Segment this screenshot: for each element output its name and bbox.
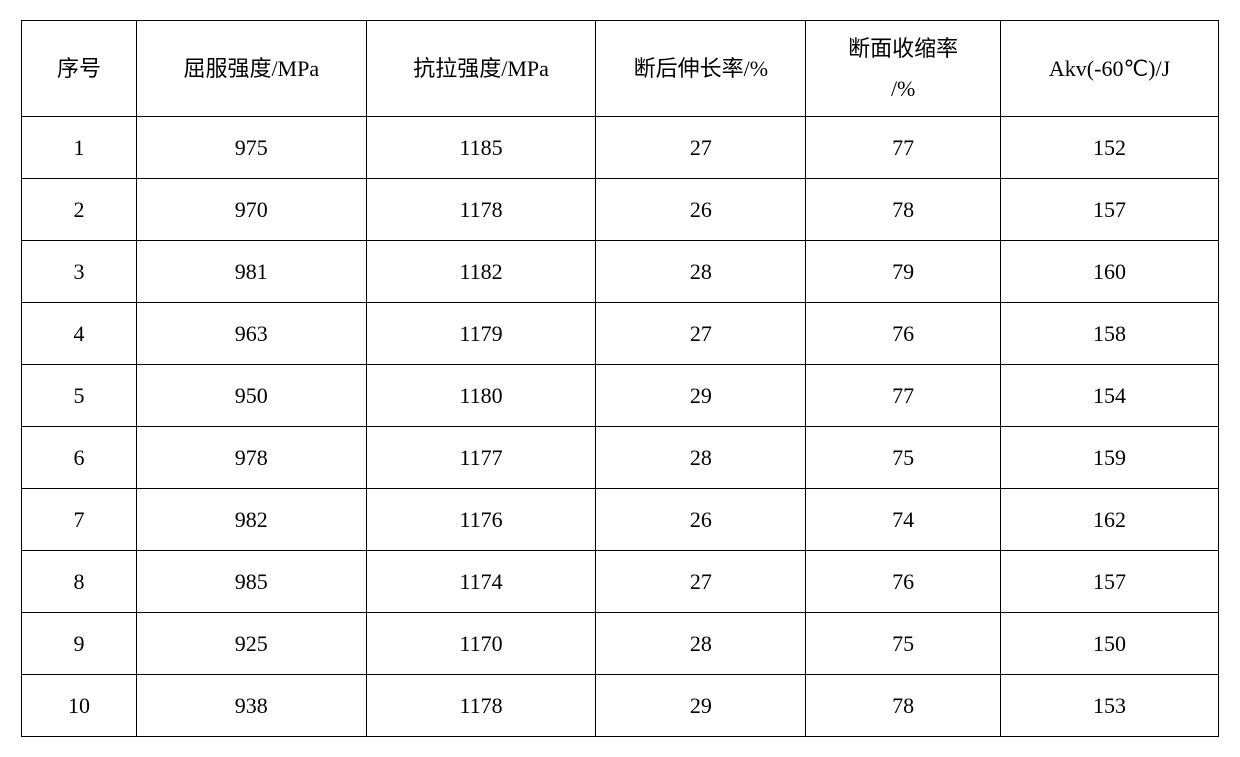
table-row: 3 981 1182 28 79 160	[22, 241, 1219, 303]
cell: 79	[806, 241, 1001, 303]
cell: 1179	[366, 303, 596, 365]
cell: 975	[136, 117, 366, 179]
cell: 10	[22, 675, 137, 737]
cell: 1178	[366, 179, 596, 241]
cell: 78	[806, 179, 1001, 241]
cell: 985	[136, 551, 366, 613]
cell: 150	[1001, 613, 1219, 675]
cell: 26	[596, 489, 806, 551]
table-row: 8 985 1174 27 76 157	[22, 551, 1219, 613]
table-row: 4 963 1179 27 76 158	[22, 303, 1219, 365]
header-cell-elongation: 断后伸长率/%	[596, 21, 806, 117]
data-table: 序号 屈服强度/MPa 抗拉强度/MPa 断后伸长率/% 断面收缩率/% Akv…	[21, 20, 1219, 737]
cell: 1177	[366, 427, 596, 489]
cell: 76	[806, 303, 1001, 365]
cell: 1170	[366, 613, 596, 675]
cell: 938	[136, 675, 366, 737]
table-row: 2 970 1178 26 78 157	[22, 179, 1219, 241]
cell: 29	[596, 675, 806, 737]
cell: 1182	[366, 241, 596, 303]
cell: 77	[806, 365, 1001, 427]
cell: 1185	[366, 117, 596, 179]
table-row: 10 938 1178 29 78 153	[22, 675, 1219, 737]
cell: 1	[22, 117, 137, 179]
cell: 158	[1001, 303, 1219, 365]
cell: 981	[136, 241, 366, 303]
cell: 5	[22, 365, 137, 427]
cell: 970	[136, 179, 366, 241]
table-row: 5 950 1180 29 77 154	[22, 365, 1219, 427]
cell: 950	[136, 365, 366, 427]
cell: 75	[806, 427, 1001, 489]
cell: 74	[806, 489, 1001, 551]
header-cell-reduction: 断面收缩率/%	[806, 21, 1001, 117]
table-row: 9 925 1170 28 75 150	[22, 613, 1219, 675]
table-row: 6 978 1177 28 75 159	[22, 427, 1219, 489]
cell: 162	[1001, 489, 1219, 551]
cell: 1176	[366, 489, 596, 551]
cell: 963	[136, 303, 366, 365]
cell: 28	[596, 241, 806, 303]
cell: 28	[596, 427, 806, 489]
cell: 77	[806, 117, 1001, 179]
cell: 2	[22, 179, 137, 241]
cell: 1174	[366, 551, 596, 613]
cell: 152	[1001, 117, 1219, 179]
cell: 1178	[366, 675, 596, 737]
cell: 3	[22, 241, 137, 303]
table-row: 7 982 1176 26 74 162	[22, 489, 1219, 551]
header-cell-yield-strength: 屈服强度/MPa	[136, 21, 366, 117]
cell: 1180	[366, 365, 596, 427]
cell: 78	[806, 675, 1001, 737]
cell: 4	[22, 303, 137, 365]
cell: 27	[596, 303, 806, 365]
table-body: 1 975 1185 27 77 152 2 970 1178 26 78 15…	[22, 117, 1219, 737]
cell: 978	[136, 427, 366, 489]
table-row: 1 975 1185 27 77 152	[22, 117, 1219, 179]
cell: 75	[806, 613, 1001, 675]
header-cell-tensile-strength: 抗拉强度/MPa	[366, 21, 596, 117]
cell: 27	[596, 117, 806, 179]
cell: 153	[1001, 675, 1219, 737]
cell: 159	[1001, 427, 1219, 489]
header-cell-index: 序号	[22, 21, 137, 117]
cell: 28	[596, 613, 806, 675]
cell: 154	[1001, 365, 1219, 427]
cell: 8	[22, 551, 137, 613]
cell: 160	[1001, 241, 1219, 303]
cell: 29	[596, 365, 806, 427]
header-row: 序号 屈服强度/MPa 抗拉强度/MPa 断后伸长率/% 断面收缩率/% Akv…	[22, 21, 1219, 117]
cell: 7	[22, 489, 137, 551]
cell: 925	[136, 613, 366, 675]
cell: 6	[22, 427, 137, 489]
cell: 27	[596, 551, 806, 613]
cell: 9	[22, 613, 137, 675]
cell: 76	[806, 551, 1001, 613]
table-header: 序号 屈服强度/MPa 抗拉强度/MPa 断后伸长率/% 断面收缩率/% Akv…	[22, 21, 1219, 117]
header-cell-akv: Akv(-60℃)/J	[1001, 21, 1219, 117]
cell: 982	[136, 489, 366, 551]
cell: 26	[596, 179, 806, 241]
cell: 157	[1001, 551, 1219, 613]
cell: 157	[1001, 179, 1219, 241]
